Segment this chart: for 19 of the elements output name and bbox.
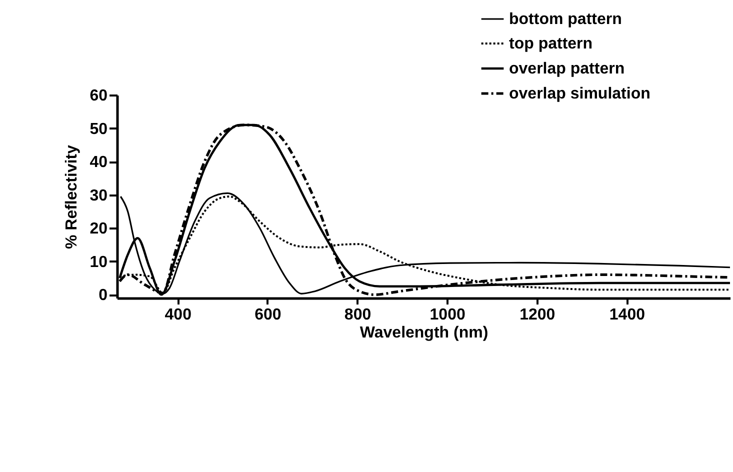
x-tick-label: 800: [344, 306, 372, 324]
y-tick-label: 40: [90, 154, 108, 172]
y-tick-label: 20: [90, 220, 108, 238]
legend-label: top pattern: [509, 36, 593, 52]
y-tick-label: 60: [90, 88, 108, 104]
x-tick-label: 1200: [520, 306, 556, 324]
y-tick-label: 50: [90, 120, 108, 138]
y-tick-label: 10: [90, 254, 108, 271]
x-tick-label: 400: [164, 306, 192, 324]
y-tick-label: 30: [90, 187, 108, 204]
x-tick-label: 1000: [430, 306, 466, 324]
x-axis-title: Wavelength (nm): [360, 324, 488, 342]
legend-label: overlap pattern: [509, 60, 625, 78]
x-tick-label: 1400: [609, 306, 646, 324]
y-axis-title: % Reflectivity: [64, 144, 81, 250]
legend-label: bottom pattern: [509, 11, 622, 28]
legend-label: overlap simulation: [509, 86, 650, 102]
y-tick-label: 0: [98, 287, 108, 304]
x-tick-label: 600: [254, 306, 282, 324]
